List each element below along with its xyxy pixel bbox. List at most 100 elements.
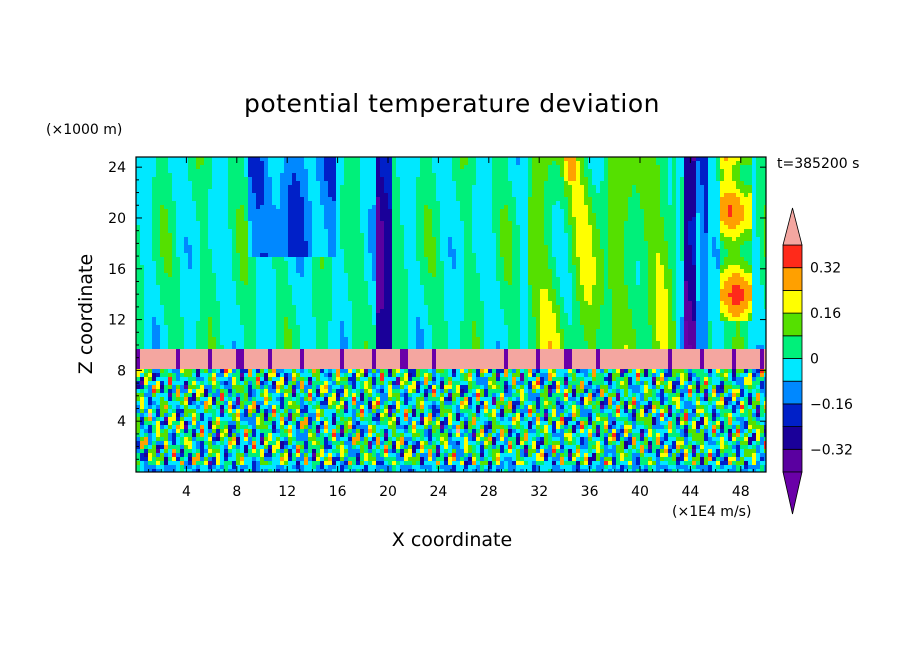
heatmap-cell	[180, 217, 185, 222]
heatmap-cell	[224, 277, 229, 282]
heatmap-cell	[476, 277, 481, 282]
heatmap-cell	[756, 257, 761, 262]
heatmap-cell	[696, 273, 701, 278]
heatmap-cell	[748, 209, 753, 214]
heatmap-cell	[504, 193, 509, 198]
heatmap-cell	[468, 249, 473, 254]
heatmap-cell	[532, 249, 537, 254]
heatmap-cell	[548, 157, 553, 162]
heatmap-cell	[596, 225, 601, 230]
heatmap-cell	[376, 197, 381, 202]
heatmap-cell	[500, 205, 505, 210]
heatmap-cell	[720, 233, 725, 238]
heatmap-cell	[480, 249, 485, 254]
heatmap-cell	[236, 173, 241, 178]
heatmap-cell	[308, 261, 313, 266]
heatmap-cell	[540, 213, 545, 218]
heatmap-cell	[240, 261, 245, 266]
heatmap-cell	[160, 201, 165, 206]
heatmap-cell	[268, 217, 273, 222]
heatmap-cell	[296, 245, 301, 250]
heatmap-cell	[240, 253, 245, 258]
heatmap-cell	[648, 269, 653, 274]
heatmap-cell	[564, 169, 569, 174]
heatmap-cell	[412, 281, 417, 286]
heatmap-cell	[624, 197, 629, 202]
heatmap-cell	[332, 161, 337, 166]
heatmap-cell	[400, 221, 405, 226]
heatmap-cell	[424, 257, 429, 262]
heatmap-cell	[264, 269, 269, 274]
heatmap-cell	[192, 157, 197, 162]
heatmap-cell	[568, 185, 573, 190]
heatmap-cell	[444, 201, 449, 206]
heatmap-cell	[152, 229, 157, 234]
heatmap-cell	[304, 165, 309, 170]
heatmap-cell	[308, 185, 313, 190]
heatmap-cell	[472, 189, 477, 194]
heatmap-cell	[736, 229, 741, 234]
heatmap-cell	[136, 169, 141, 174]
heatmap-cell	[296, 253, 301, 258]
heatmap-cell	[296, 173, 301, 178]
heatmap-cell	[724, 185, 729, 190]
heatmap-cell	[172, 225, 177, 230]
heatmap-cell	[388, 245, 393, 250]
heatmap-cell	[356, 169, 361, 174]
heatmap-cell	[460, 165, 465, 170]
heatmap-cell	[400, 277, 405, 282]
heatmap-cell	[316, 217, 321, 222]
heatmap-cell	[512, 217, 517, 222]
heatmap-cell	[500, 241, 505, 246]
heatmap-cell	[160, 225, 165, 230]
heatmap-cell	[448, 161, 453, 166]
heatmap-cell	[148, 173, 153, 178]
heatmap-cell	[724, 165, 729, 170]
heatmap-cell	[168, 257, 173, 262]
heatmap-cell	[612, 229, 617, 234]
heatmap-cell	[652, 165, 657, 170]
heatmap-cell	[180, 281, 185, 286]
heatmap-cell	[152, 197, 157, 202]
heatmap-cell	[336, 221, 341, 226]
heatmap-cell	[744, 185, 749, 190]
heatmap-cell	[360, 237, 365, 242]
heatmap-cell	[432, 173, 437, 178]
heatmap-cell	[468, 185, 473, 190]
heatmap-cell	[448, 177, 453, 182]
heatmap-cell	[320, 277, 325, 282]
heatmap-cell	[652, 225, 657, 230]
heatmap-cell	[584, 225, 589, 230]
heatmap-cell	[144, 161, 149, 166]
heatmap-cell	[252, 245, 257, 250]
heatmap-cell	[216, 241, 221, 246]
heatmap-cell	[260, 185, 265, 190]
heatmap-cell	[672, 177, 677, 182]
heatmap-cell	[608, 229, 613, 234]
heatmap-cell	[396, 169, 401, 174]
heatmap-cell	[580, 273, 585, 278]
heatmap-cell	[452, 245, 457, 250]
heatmap-cell	[164, 201, 169, 206]
heatmap-cell	[408, 197, 413, 202]
heatmap-cell	[376, 233, 381, 238]
heatmap-cell	[332, 281, 337, 286]
heatmap-cell	[220, 217, 225, 222]
heatmap-cell	[240, 189, 245, 194]
heatmap-cell	[248, 245, 253, 250]
heatmap-cell	[292, 249, 297, 254]
heatmap-cell	[596, 245, 601, 250]
heatmap-cell	[144, 273, 149, 278]
heatmap-cell	[236, 257, 241, 262]
heatmap-cell	[484, 261, 489, 266]
heatmap-cell	[632, 185, 637, 190]
heatmap-cell	[488, 281, 493, 286]
heatmap-cell	[280, 253, 285, 258]
heatmap-cell	[572, 197, 577, 202]
heatmap-cell	[504, 209, 509, 214]
heatmap-cell	[536, 233, 541, 238]
heatmap-cell	[444, 269, 449, 274]
heatmap-cell	[256, 221, 261, 226]
heatmap-cell	[208, 173, 213, 178]
heatmap-cell	[484, 281, 489, 286]
